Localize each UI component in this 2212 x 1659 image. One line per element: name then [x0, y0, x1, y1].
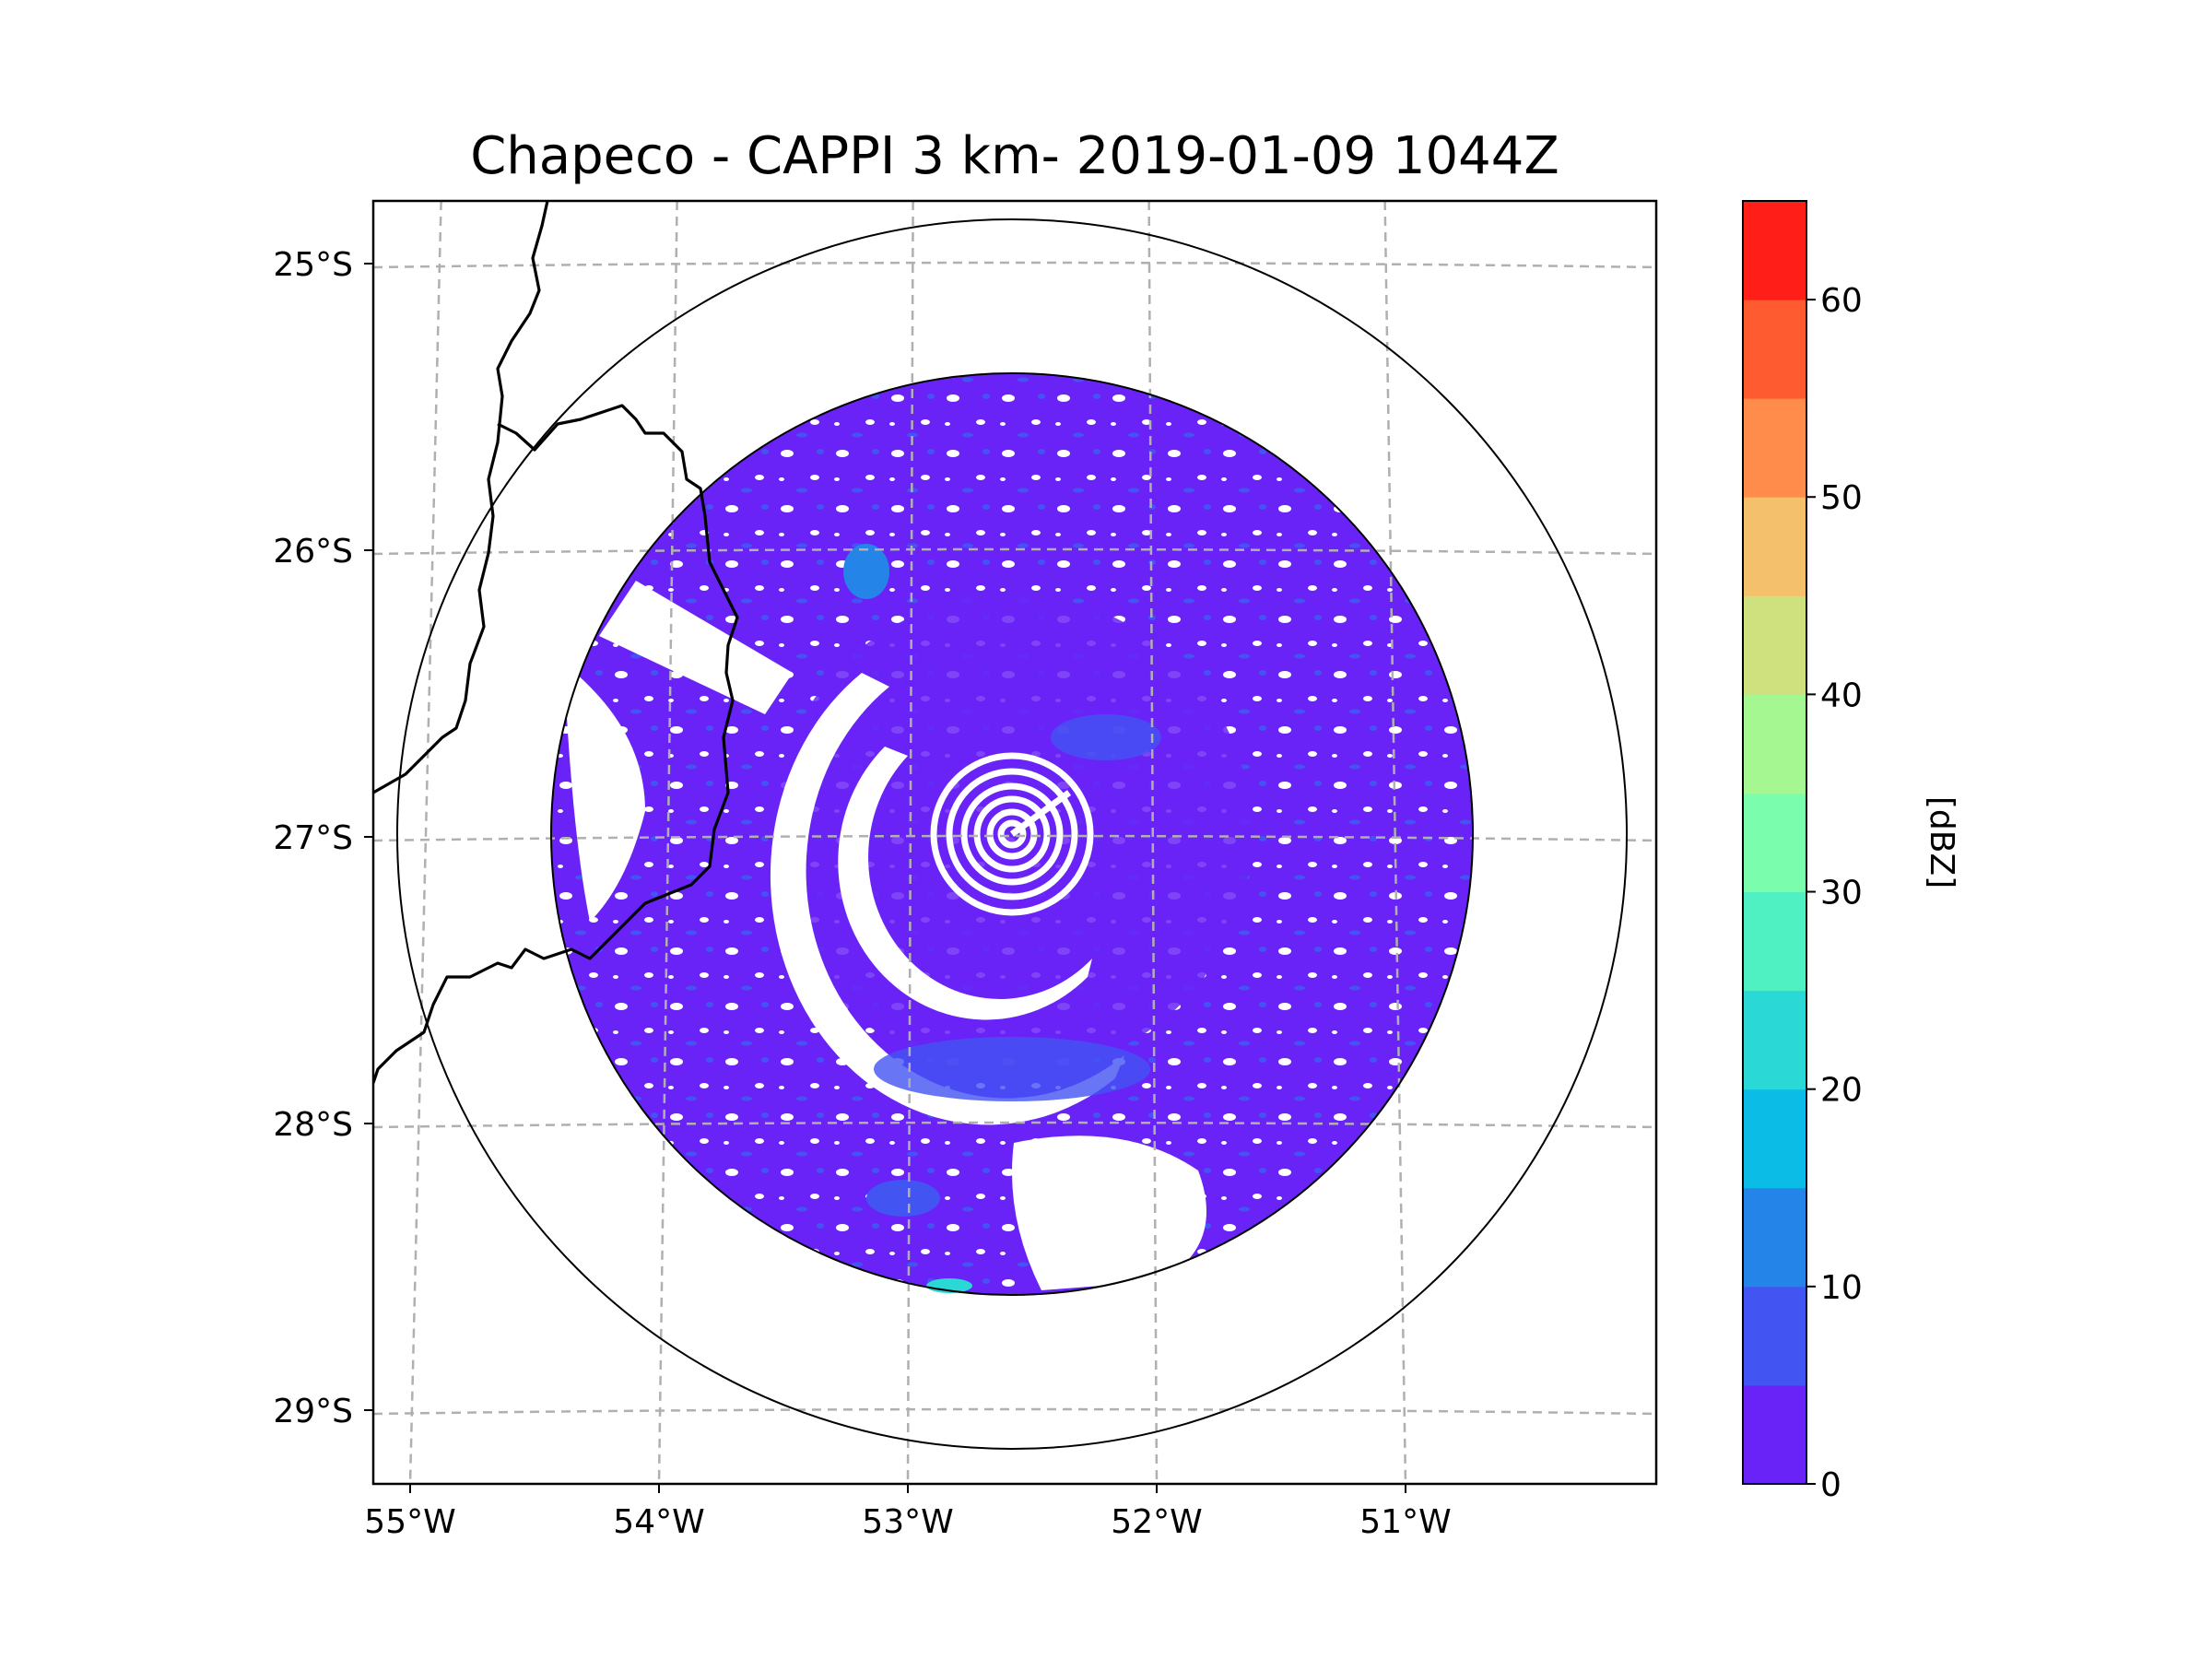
radar-reflectivity-field — [551, 373, 1473, 1295]
graticule-grid — [373, 201, 1656, 1484]
colorbar: 0 10 20 30 40 50 60 [dBZ] — [1742, 200, 1960, 1504]
colorbar-label: [dBZ] — [1923, 796, 1960, 888]
colorbar-tick-label-5: 50 — [1820, 479, 1863, 517]
colorbar-bins — [1743, 201, 1806, 1485]
latitude-ticks: 25°S 26°S 27°S 28°S 29°S — [273, 246, 373, 1430]
map-frame — [371, 199, 1658, 1486]
colorbar-bin-4 — [1743, 990, 1806, 1090]
xtick-label-2: 53°W — [862, 1503, 953, 1541]
longitude-ticks: 55°W 54°W 53°W 52°W 51°W — [364, 1484, 1452, 1541]
colorbar-tick-label-4: 40 — [1820, 677, 1863, 714]
meridian-0 — [408, 201, 442, 1484]
colorbar-bin-2 — [1743, 1187, 1806, 1288]
weak-echo-patches — [843, 544, 1161, 1293]
meridian-4 — [1383, 201, 1407, 1484]
xtick-label-1: 54°W — [613, 1503, 704, 1541]
meridian-2 — [906, 201, 914, 1484]
ytick-label-2: 27°S — [273, 819, 353, 857]
colorbar-bin-11 — [1743, 300, 1806, 399]
colorbar-tick-label-0: 0 — [1820, 1466, 1841, 1504]
colorbar-ticks: 0 10 20 30 40 50 60 — [1806, 282, 1863, 1504]
xtick-label-4: 51°W — [1359, 1503, 1451, 1541]
colorbar-bin-8 — [1743, 595, 1806, 695]
colorbar-tick-label-6: 60 — [1820, 282, 1863, 320]
meridian-1 — [657, 201, 678, 1484]
colorbar-bin-6 — [1743, 793, 1806, 893]
colorbar-tick-label-2: 20 — [1820, 1072, 1863, 1110]
ytick-label-4: 29°S — [273, 1393, 353, 1430]
border-paraguay-argentina — [373, 201, 549, 794]
border-argentina-brazil — [373, 404, 739, 1084]
xtick-label-0: 55°W — [364, 1503, 455, 1541]
colorbar-bin-3 — [1743, 1088, 1806, 1189]
parallel-1 — [373, 547, 1656, 556]
parallel-2 — [373, 834, 1656, 842]
colorbar-bin-9 — [1743, 497, 1806, 596]
colorbar-bin-1 — [1743, 1286, 1806, 1386]
range-ring-outer — [396, 218, 1628, 1450]
ytick-label-3: 28°S — [273, 1106, 353, 1144]
range-rings — [396, 218, 1628, 1450]
colorbar-bin-7 — [1743, 694, 1806, 794]
colorbar-tick-label-1: 10 — [1820, 1269, 1863, 1307]
no-echo-arc-inner — [838, 747, 1092, 1020]
parallel-0 — [373, 261, 1656, 269]
colorbar-frame — [1742, 200, 1807, 1485]
colorbar-bin-5 — [1743, 891, 1806, 992]
colorbar-bin-10 — [1743, 398, 1806, 498]
ytick-label-1: 26°S — [273, 533, 353, 571]
colorbar-bin-12 — [1743, 201, 1806, 300]
meridian-3 — [1147, 201, 1159, 1484]
ytick-label-0: 25°S — [273, 246, 353, 284]
no-echo-region-south — [1012, 1135, 1206, 1290]
parallel-4 — [373, 1407, 1656, 1416]
parallel-3 — [373, 1121, 1656, 1129]
no-echo-wedge-northwest — [599, 581, 793, 714]
colorbar-tick-label-3: 30 — [1820, 875, 1863, 912]
range-ring-inner — [550, 372, 1474, 1296]
colorbar-bin-0 — [1743, 1384, 1806, 1485]
political-borders — [373, 201, 739, 1084]
no-echo-rings-center — [930, 752, 1094, 916]
map-axes — [373, 201, 1656, 1484]
no-echo-region-west — [564, 664, 645, 922]
xtick-label-3: 52°W — [1111, 1503, 1202, 1541]
plot-title: Chapeco - CAPPI 3 km- 2019-01-09 1044Z — [470, 126, 1559, 186]
